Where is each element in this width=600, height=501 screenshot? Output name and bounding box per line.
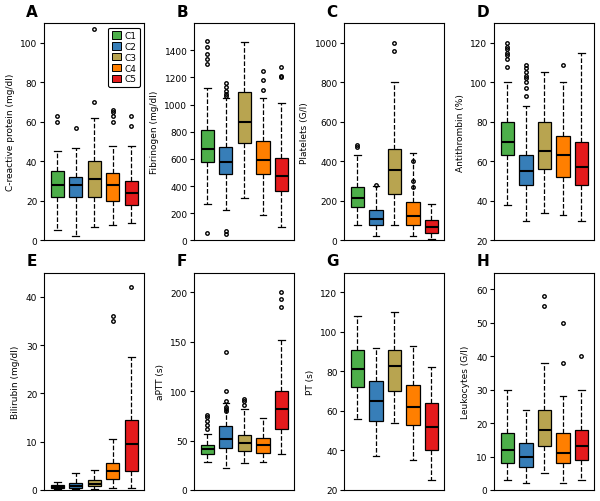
- PathPatch shape: [425, 220, 438, 233]
- PathPatch shape: [575, 430, 588, 460]
- PathPatch shape: [369, 382, 383, 421]
- Y-axis label: aPTT (s): aPTT (s): [155, 364, 164, 399]
- PathPatch shape: [519, 443, 533, 466]
- PathPatch shape: [219, 426, 232, 448]
- PathPatch shape: [556, 136, 569, 178]
- Text: E: E: [26, 254, 37, 269]
- PathPatch shape: [238, 93, 251, 143]
- Text: C: C: [326, 5, 338, 20]
- PathPatch shape: [88, 162, 101, 197]
- Y-axis label: Bilirubin (mg/dl): Bilirubin (mg/dl): [11, 345, 20, 418]
- PathPatch shape: [106, 174, 119, 201]
- Y-axis label: Antithrombin (%): Antithrombin (%): [456, 94, 465, 171]
- Text: B: B: [176, 5, 188, 20]
- PathPatch shape: [275, 391, 288, 429]
- PathPatch shape: [388, 350, 401, 391]
- PathPatch shape: [256, 141, 269, 174]
- PathPatch shape: [200, 444, 214, 454]
- Y-axis label: C-reactive protein (mg/dl): C-reactive protein (mg/dl): [5, 74, 14, 191]
- PathPatch shape: [69, 483, 82, 487]
- PathPatch shape: [238, 435, 251, 451]
- PathPatch shape: [425, 403, 438, 450]
- PathPatch shape: [50, 172, 64, 197]
- Text: A: A: [26, 5, 38, 20]
- Y-axis label: Platelets (G/l): Platelets (G/l): [300, 102, 309, 163]
- Legend: C1, C2, C3, C4, C5: C1, C2, C3, C4, C5: [108, 29, 140, 88]
- PathPatch shape: [406, 385, 419, 425]
- Text: G: G: [326, 254, 339, 269]
- Y-axis label: Fibrinogen (mg/dl): Fibrinogen (mg/dl): [150, 91, 159, 174]
- PathPatch shape: [406, 202, 419, 225]
- PathPatch shape: [125, 420, 138, 471]
- PathPatch shape: [200, 131, 214, 163]
- PathPatch shape: [88, 480, 101, 486]
- Y-axis label: PT (s): PT (s): [305, 369, 314, 394]
- PathPatch shape: [519, 156, 533, 186]
- Text: D: D: [476, 5, 489, 20]
- Text: H: H: [476, 254, 489, 269]
- PathPatch shape: [69, 178, 82, 197]
- PathPatch shape: [125, 182, 138, 205]
- PathPatch shape: [50, 485, 64, 488]
- PathPatch shape: [501, 123, 514, 156]
- Y-axis label: Leukocytes (G/l): Leukocytes (G/l): [461, 345, 470, 418]
- PathPatch shape: [369, 210, 383, 225]
- PathPatch shape: [575, 142, 588, 186]
- PathPatch shape: [106, 463, 119, 479]
- PathPatch shape: [350, 350, 364, 387]
- PathPatch shape: [256, 438, 269, 453]
- PathPatch shape: [538, 123, 551, 170]
- PathPatch shape: [219, 147, 232, 174]
- PathPatch shape: [388, 150, 401, 194]
- Text: F: F: [176, 254, 187, 269]
- PathPatch shape: [350, 188, 364, 207]
- PathPatch shape: [275, 158, 288, 191]
- PathPatch shape: [556, 433, 569, 463]
- PathPatch shape: [501, 433, 514, 463]
- PathPatch shape: [538, 410, 551, 446]
